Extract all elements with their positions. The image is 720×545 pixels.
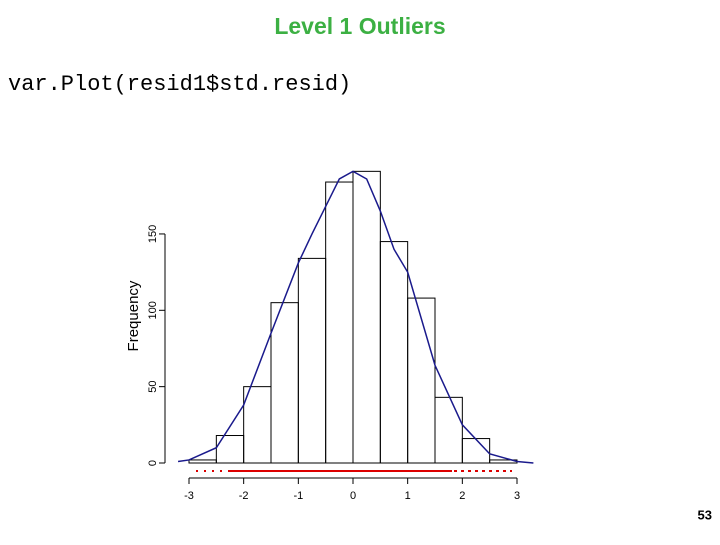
page-number: 53 [698,507,712,522]
x-tick-label: 3 [514,490,520,502]
x-tick-label: -3 [184,490,194,502]
x-tick-label: -1 [293,490,303,502]
density-curve [177,170,534,464]
y-tick-label: 0 [147,460,159,466]
y-tick-label: 150 [147,225,159,243]
bar [379,241,409,464]
x-tick-label: 1 [405,490,411,502]
y-tick-label: 100 [147,301,159,319]
x-tick-label: -2 [239,490,249,502]
bar [407,297,436,464]
bar [297,257,327,464]
x-tick-label: 0 [350,490,356,502]
bar [325,181,354,464]
slide-title: Level 1 Outliers [274,13,445,39]
bar [188,459,217,464]
y-axis-label: Frequency [125,280,142,351]
bar [243,386,272,464]
code-line: var.Plot(resid1$std.resid) [8,72,351,97]
bar [270,302,299,464]
x-tick-label: 2 [459,490,465,502]
bar [434,396,463,464]
bar [352,170,381,464]
bar [461,438,491,464]
bar [215,435,245,464]
y-tick-label: 50 [147,381,159,393]
